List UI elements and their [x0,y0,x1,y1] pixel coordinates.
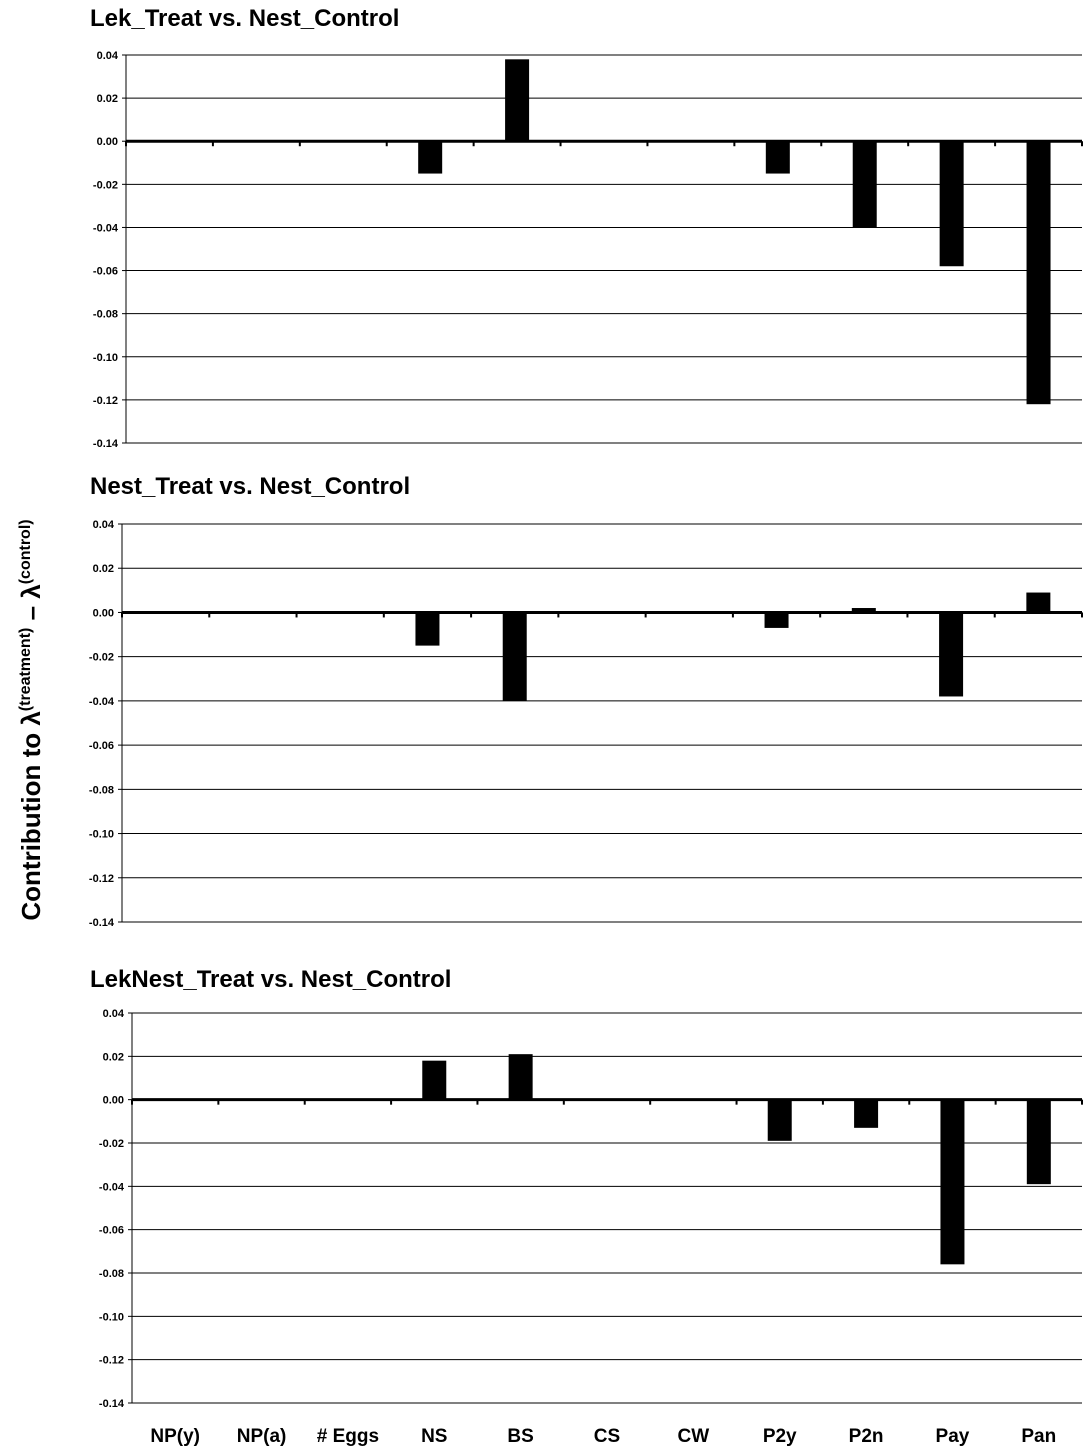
x-axis-labels: NP(y) NP(a) # Eggs NS BS CS CW P2y P2n Pay Pan [150,1426,1056,1447]
y-tick-label: -0.12 [93,395,118,407]
bar-p2y [767,1099,792,1141]
x-tick-label: P2n [849,1426,884,1447]
panel-title: Nest_Treat vs. Nest_Control [90,473,410,500]
y-axis-label-prefix: Contribution to λ [16,711,46,921]
y-tick-label: -0.02 [89,652,114,664]
y-tick-label: -0.14 [99,1398,125,1410]
panel-lek-treat: Lek_Treat vs. Nest_Control 0.04 0.02 0.00 -0… [90,5,1083,450]
x-tick-label: P2y [763,1426,797,1447]
y-tick-label: -0.14 [93,438,119,450]
bar-p2n [852,141,877,228]
y-tick-label: -0.04 [89,696,115,708]
y-tick-label: -0.08 [93,309,118,321]
x-tick-label: NP(y) [150,1426,200,1447]
y-tick-label: -0.04 [93,222,119,234]
panel-leknest-treat: LekNest_Treat vs. Nest_Control 0.04 0.02 0.… [90,966,1083,1410]
y-tick-label: -0.08 [99,1268,124,1280]
y-tick-label: -0.10 [99,1311,124,1323]
y-tick-label: -0.06 [89,740,114,752]
y-tick-label: -0.02 [99,1138,124,1150]
bar-pan [1026,592,1051,613]
y-tick-label: 0.02 [93,563,114,575]
y-tick-label: 0.04 [93,519,115,531]
bar-pay [939,141,964,267]
bar-bs [502,612,527,701]
y-tick-label: -0.06 [93,266,118,278]
y-tick-label: 0.00 [97,136,118,148]
y-tick-label: 0.02 [97,93,118,105]
bar-p2n [854,1099,879,1128]
y-tick-label: 0.04 [97,50,119,62]
y-tick-label: -0.12 [89,873,114,885]
x-tick-label: # Eggs [317,1426,379,1447]
bar-p2y [764,612,789,628]
x-tick-label: NP(a) [237,1426,287,1447]
bar-ns [422,1060,447,1100]
y-tick-label: -0.06 [99,1225,124,1237]
bar-bs [505,59,530,142]
y-tick-label: -0.10 [93,352,118,364]
y-tick-label: -0.12 [99,1355,124,1367]
x-tick-label: CW [678,1426,710,1447]
y-tick-label: -0.04 [99,1181,125,1193]
y-axis-label-sup-treatment: (treatment) [17,628,34,712]
x-tick-label: NS [421,1426,447,1447]
bar-ns [415,612,440,646]
bar-pay [939,612,964,697]
bar-ns [418,141,443,174]
bar-bs [508,1054,533,1100]
y-tick-label: 0.02 [103,1051,124,1063]
y-tick-label: -0.02 [93,179,118,191]
panel-title: LekNest_Treat vs. Nest_Control [90,966,451,993]
y-tick-label: 0.04 [103,1008,125,1020]
bar-p2n [851,608,876,613]
x-tick-label: Pay [936,1426,970,1447]
x-tick-label: BS [507,1426,533,1447]
y-tick-label: -0.14 [89,917,115,929]
y-axis-label-mid: – λ [16,584,46,628]
bar-pan [1026,1099,1051,1185]
panel-title: Lek_Treat vs. Nest_Control [90,5,399,32]
panel-nest-treat: Nest_Treat vs. Nest_Control 0.04 0.02 0.00 -… [89,473,1083,929]
y-tick-label: 0.00 [93,607,114,619]
bar-p2y [765,141,790,174]
y-axis-label-sup-control: (control) [17,519,34,584]
bar-pay [940,1099,965,1265]
y-tick-label: 0.00 [103,1095,124,1107]
bar-pan [1026,141,1051,405]
x-tick-label: Pan [1021,1426,1056,1447]
y-tick-label: -0.10 [89,829,114,841]
x-tick-label: CS [594,1426,620,1447]
y-tick-label: -0.08 [89,784,114,796]
y-axis-label: Contribution to λ(treatment) – λ(control… [16,519,46,920]
